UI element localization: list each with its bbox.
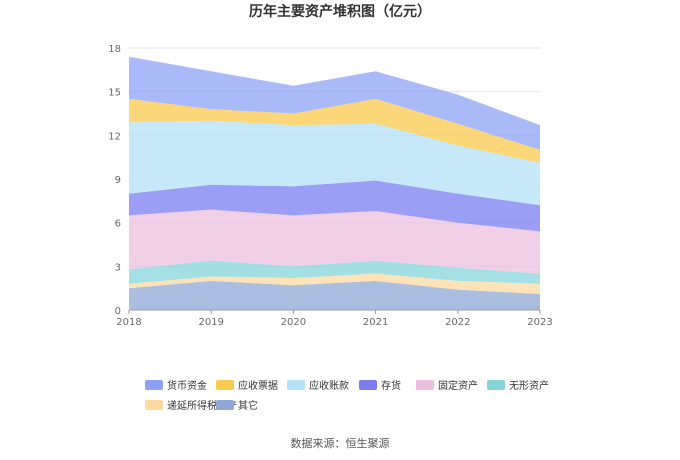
y-tick-label: 18 bbox=[108, 44, 121, 55]
legend-item-5[interactable]: 应收账款 bbox=[287, 379, 349, 392]
legend-swatch bbox=[487, 380, 505, 390]
legend-item-4[interactable]: 存货 bbox=[359, 379, 401, 392]
legend-label: 应收账款 bbox=[309, 379, 349, 392]
legend-swatch bbox=[416, 380, 434, 390]
legend-swatch bbox=[145, 380, 163, 390]
source-note: 数据来源：恒生聚源 bbox=[291, 436, 390, 450]
chart-canvas: 历年主要资产堆积图（亿元） 0 3 6 9 12 15 18 2018 2019 2020 2021… bbox=[0, 0, 680, 460]
chart-title: 历年主要资产堆积图（亿元） bbox=[249, 3, 431, 20]
stacked-areas bbox=[129, 57, 540, 310]
legend-swatch bbox=[287, 380, 305, 390]
legend-label: 应收票据 bbox=[238, 379, 278, 392]
y-tick-label: 9 bbox=[115, 175, 121, 186]
legend-item-7[interactable]: 货币资金 bbox=[145, 379, 207, 392]
x-tick-label: 2023 bbox=[527, 317, 552, 328]
x-tick-label: 2019 bbox=[198, 317, 223, 328]
legend-item-2[interactable]: 无形资产 bbox=[487, 379, 549, 392]
legend-swatch bbox=[359, 380, 377, 390]
y-tick-label: 0 bbox=[115, 306, 121, 317]
legend-item-6[interactable]: 应收票据 bbox=[216, 379, 278, 392]
legend-label: 固定资产 bbox=[438, 379, 478, 392]
legend-swatch bbox=[145, 400, 163, 410]
y-tick-label: 3 bbox=[115, 262, 121, 273]
x-tick-label: 2020 bbox=[281, 317, 306, 328]
x-tick-label: 2021 bbox=[363, 317, 388, 328]
y-tick-label: 12 bbox=[108, 131, 121, 142]
legend-item-3[interactable]: 固定资产 bbox=[416, 379, 478, 392]
legend-swatch bbox=[216, 380, 234, 390]
legend-label: 存货 bbox=[381, 379, 401, 392]
x-tick-label: 2022 bbox=[445, 317, 470, 328]
x-tick-label: 2018 bbox=[116, 317, 141, 328]
y-tick-label: 15 bbox=[108, 88, 121, 99]
legend-swatch bbox=[216, 400, 234, 410]
y-tick-label: 6 bbox=[115, 219, 121, 230]
legend-label: 无形资产 bbox=[509, 379, 549, 392]
legend-label: 货币资金 bbox=[167, 379, 207, 392]
legend-label: 其它 bbox=[238, 399, 258, 412]
